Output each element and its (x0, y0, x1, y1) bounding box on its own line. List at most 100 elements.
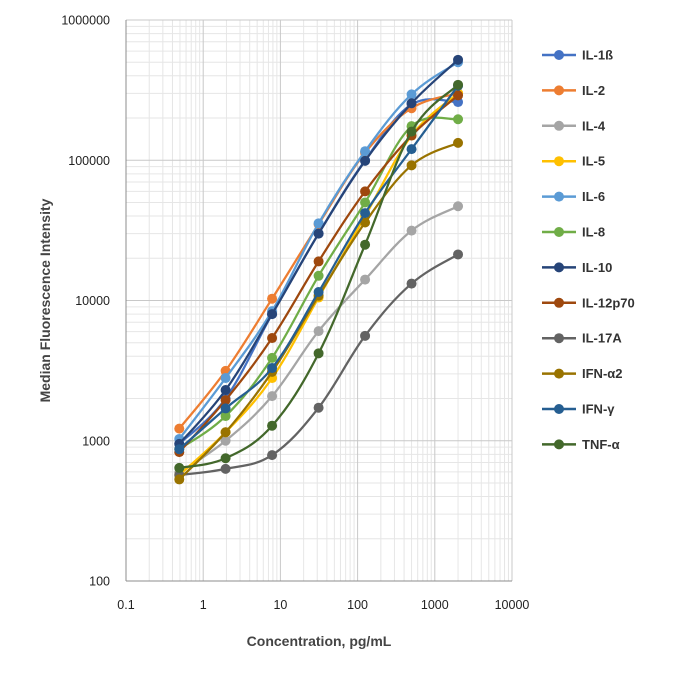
series-line (178, 141, 459, 481)
series-lines (174, 54, 464, 485)
data-point (220, 427, 231, 438)
data-point (360, 330, 371, 341)
y-tick-label: 10000 (75, 294, 110, 308)
legend-item: IL-1ß (542, 48, 613, 63)
data-point (174, 474, 185, 485)
legend-label: IL-1ß (582, 48, 613, 63)
data-point (220, 395, 231, 406)
series-IL-5 (174, 88, 464, 480)
legend-swatch-marker (554, 156, 564, 167)
legend-item: IL-2 (542, 83, 605, 98)
data-point (174, 444, 185, 455)
legend-swatch-marker (554, 85, 564, 96)
data-point (220, 385, 231, 396)
legend-label: IL-17A (582, 331, 622, 346)
data-point (267, 309, 278, 320)
legend-swatch-marker (554, 262, 564, 273)
data-point (220, 463, 231, 474)
axes: 0.1 1 10 100 1000 10000 100 1000 10000 100000 1000… (61, 14, 529, 613)
data-point (406, 225, 417, 236)
data-point (313, 348, 324, 359)
data-point (360, 146, 371, 157)
legend-label: IL-8 (582, 225, 605, 240)
data-point (360, 239, 371, 250)
series-IL-4 (174, 201, 464, 478)
legend-item: IL-8 (542, 225, 605, 240)
data-point (453, 137, 464, 148)
y-tick-label: 1000 (82, 434, 110, 448)
x-tick-label: 10000 (495, 598, 530, 612)
legend-swatch-marker (554, 50, 564, 60)
legend-swatch-marker (554, 333, 564, 344)
data-point (267, 363, 278, 374)
y-tick-label: 1000000 (61, 14, 110, 28)
data-point (360, 274, 371, 285)
legend-item: IL-12p70 (542, 295, 635, 310)
data-point (220, 453, 231, 464)
legend-item: IL-4 (542, 118, 606, 133)
legend-swatch-marker (554, 368, 564, 379)
data-point (360, 197, 371, 208)
data-point (174, 423, 185, 434)
legend: IL-1ß IL-2 IL-4 IL-5 IL-6 IL-8 IL-10 IL-12p70 IL… (542, 48, 635, 452)
x-tick-label: 10 (273, 598, 287, 612)
legend-item: IL-6 (542, 189, 605, 204)
legend-item: IL-17A (542, 331, 622, 346)
legend-swatch-marker (554, 297, 564, 308)
data-point (406, 144, 417, 155)
y-tick-label: 100 (89, 575, 110, 589)
legend-swatch-marker (554, 404, 564, 414)
legend-swatch-marker (554, 120, 564, 131)
y-tick-label: 100000 (68, 154, 110, 168)
data-point (313, 286, 324, 297)
legend-label: IFN-α2 (582, 366, 623, 381)
series-IL-17A (174, 249, 464, 480)
legend-label: IL-12p70 (582, 295, 635, 310)
legend-swatch-marker (554, 191, 564, 202)
data-point (267, 333, 278, 344)
series-line (178, 61, 459, 440)
data-point (313, 270, 324, 281)
legend-item: IL-5 (542, 154, 605, 169)
data-point (453, 201, 464, 212)
data-point (453, 249, 464, 260)
legend-label: IL-5 (582, 154, 605, 169)
legend-label: TNF-α (582, 437, 620, 452)
series-IFN-α2 (174, 137, 464, 485)
legend-swatch-marker (554, 439, 564, 450)
data-point (220, 403, 231, 414)
data-point (406, 278, 417, 289)
data-point (313, 218, 324, 229)
legend-item: TNF-α (542, 437, 620, 452)
data-point (267, 293, 278, 304)
data-point (360, 217, 371, 228)
x-tick-label: 1000 (421, 598, 449, 612)
legend-label: IL-2 (582, 83, 605, 98)
legend-label: IL-10 (582, 260, 612, 275)
legend-item: IFN-α2 (542, 366, 623, 381)
data-point (313, 326, 324, 337)
series-TNF-α (174, 79, 464, 473)
data-point (453, 114, 464, 125)
series-IL-6 (174, 57, 464, 444)
data-point (220, 435, 231, 446)
data-point (406, 89, 417, 100)
data-point (406, 160, 417, 171)
data-point (406, 98, 417, 109)
legend-item: IL-10 (542, 260, 612, 275)
data-point (453, 79, 464, 90)
x-axis-title: Concentration, pg/mL (247, 633, 392, 649)
y-axis-title: Median Fluorescence Intensity (37, 198, 53, 402)
legend-label: IL-4 (582, 118, 606, 133)
legend-label: IL-6 (582, 189, 605, 204)
data-point (267, 391, 278, 402)
data-point (174, 462, 185, 473)
x-tick-label: 100 (347, 598, 368, 612)
x-tick-label: 0.1 (117, 598, 134, 612)
series-IFN-γ (174, 80, 464, 455)
legend-swatch-marker (554, 227, 564, 237)
data-point (453, 54, 464, 65)
series-line (178, 59, 459, 445)
data-point (267, 352, 278, 363)
